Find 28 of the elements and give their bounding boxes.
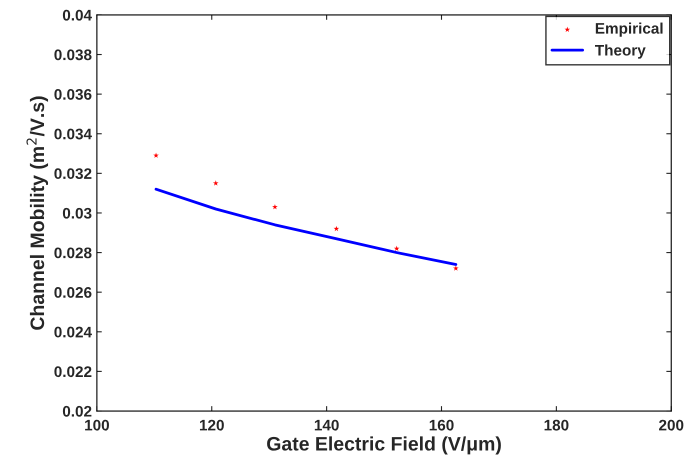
y-tick-label: 0.038 <box>54 49 92 60</box>
x-tick-label: 120 <box>200 420 224 431</box>
x-tick-label: 160 <box>430 420 454 431</box>
line-series <box>154 188 458 266</box>
y-axis-title: Channel Mobility (m$^{2}$/V.s) <box>26 96 48 330</box>
x-axis-title: Gate Electric Field (V/μm) <box>267 436 501 454</box>
point <box>394 246 400 251</box>
y-tick-label: 0.034 <box>54 128 92 140</box>
y-tick-label: 0.04 <box>62 10 92 21</box>
point <box>153 152 159 158</box>
legend-label: Empirical <box>596 22 663 37</box>
x-tick-label: 180 <box>544 420 568 431</box>
point <box>334 226 340 232</box>
y-tick-label: 0.024 <box>54 326 92 338</box>
x-tick-label: 140 <box>314 420 339 431</box>
legend-label: Theory <box>594 44 646 59</box>
point <box>212 180 219 186</box>
y-tick-label: 0.02 <box>62 406 92 417</box>
y-tick-label: 0.036 <box>54 89 92 100</box>
point <box>272 204 278 210</box>
y-tick-label: 0.022 <box>54 366 92 378</box>
y-tick-label: 0.028 <box>54 247 92 258</box>
y-tick-label: 0.032 <box>54 168 92 180</box>
y-tick-label: 0.03 <box>62 208 92 219</box>
point <box>453 265 459 271</box>
x-tick-label: 200 <box>659 420 684 431</box>
x-tick-label: 100 <box>85 420 109 431</box>
y-tick-label: 0.026 <box>54 287 92 298</box>
